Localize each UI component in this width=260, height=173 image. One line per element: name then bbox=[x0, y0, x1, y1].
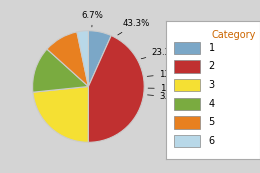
Text: 13.3%: 13.3% bbox=[147, 70, 186, 79]
Text: 3: 3 bbox=[209, 80, 215, 90]
Wedge shape bbox=[47, 32, 88, 86]
FancyBboxPatch shape bbox=[174, 98, 200, 110]
FancyBboxPatch shape bbox=[174, 42, 200, 54]
Wedge shape bbox=[77, 31, 88, 86]
Wedge shape bbox=[88, 31, 111, 86]
Text: 4: 4 bbox=[209, 99, 215, 109]
FancyBboxPatch shape bbox=[174, 135, 200, 147]
Wedge shape bbox=[32, 49, 88, 92]
Text: 3.3%: 3.3% bbox=[147, 92, 181, 101]
Wedge shape bbox=[88, 36, 144, 142]
FancyBboxPatch shape bbox=[174, 79, 200, 91]
Text: 6: 6 bbox=[209, 136, 215, 146]
Text: 1: 1 bbox=[209, 43, 215, 53]
FancyBboxPatch shape bbox=[174, 60, 200, 73]
Wedge shape bbox=[33, 86, 88, 142]
Text: 2: 2 bbox=[209, 61, 215, 71]
FancyBboxPatch shape bbox=[174, 116, 200, 129]
Text: 23.3%: 23.3% bbox=[141, 48, 179, 59]
Text: 43.3%: 43.3% bbox=[118, 19, 150, 35]
Text: Category: Category bbox=[212, 30, 256, 40]
Text: 10.0%: 10.0% bbox=[148, 84, 187, 93]
Text: 6.7%: 6.7% bbox=[82, 11, 103, 27]
Text: 5: 5 bbox=[209, 117, 215, 128]
